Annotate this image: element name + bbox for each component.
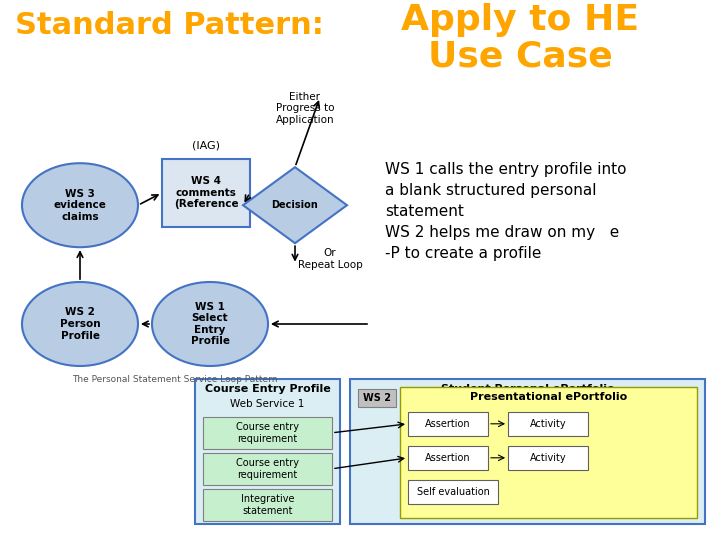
FancyBboxPatch shape — [408, 446, 488, 470]
Text: Standard Pattern:: Standard Pattern: — [15, 11, 324, 40]
FancyBboxPatch shape — [400, 387, 697, 518]
Text: Assertion: Assertion — [426, 453, 471, 463]
Text: WS 3
evidence
claims: WS 3 evidence claims — [53, 188, 107, 222]
Text: WS 1 calls the entry profile into
a blank structured personal
statement
WS 2 hel: WS 1 calls the entry profile into a blan… — [385, 162, 626, 261]
Text: Integrative
statement: Integrative statement — [240, 494, 294, 516]
FancyBboxPatch shape — [203, 453, 332, 485]
Text: Or
Repeat Loop: Or Repeat Loop — [297, 248, 362, 270]
Text: WS 2
Person
Profile: WS 2 Person Profile — [60, 307, 100, 341]
Text: Assertion: Assertion — [426, 419, 471, 429]
FancyBboxPatch shape — [350, 379, 705, 524]
Ellipse shape — [22, 163, 138, 247]
FancyBboxPatch shape — [358, 389, 396, 407]
Text: (IAG): (IAG) — [192, 141, 220, 151]
Text: Course Entry Profile: Course Entry Profile — [204, 384, 330, 394]
Polygon shape — [243, 167, 347, 243]
Text: Activity: Activity — [530, 453, 567, 463]
Ellipse shape — [22, 282, 138, 366]
Ellipse shape — [152, 282, 268, 366]
FancyBboxPatch shape — [408, 480, 498, 504]
Text: Course entry
requirement: Course entry requirement — [236, 422, 299, 443]
Text: Either
Progress to
Application: Either Progress to Application — [276, 92, 334, 125]
Text: WS 2: WS 2 — [363, 393, 391, 403]
FancyBboxPatch shape — [508, 412, 588, 436]
Text: Activity: Activity — [530, 419, 567, 429]
FancyBboxPatch shape — [203, 489, 332, 521]
Text: Web Service 1: Web Service 1 — [230, 399, 305, 409]
FancyBboxPatch shape — [508, 446, 588, 470]
Text: Apply to HE
Use Case: Apply to HE Use Case — [401, 3, 639, 73]
Text: The Personal Statement Service Loop Pattern: The Personal Statement Service Loop Patt… — [72, 375, 278, 384]
Text: Course entry
requirement: Course entry requirement — [236, 458, 299, 480]
FancyBboxPatch shape — [408, 412, 488, 436]
Text: Self evaluation: Self evaluation — [417, 487, 490, 497]
FancyBboxPatch shape — [195, 379, 340, 524]
FancyBboxPatch shape — [203, 417, 332, 449]
Text: Decision: Decision — [271, 200, 318, 210]
Text: Presentational ePortfolio: Presentational ePortfolio — [470, 392, 627, 402]
Text: WS 4
comments
(Reference: WS 4 comments (Reference — [174, 176, 238, 210]
Text: WS 1
Select
Entry
Profile: WS 1 Select Entry Profile — [191, 302, 230, 346]
FancyBboxPatch shape — [162, 159, 250, 227]
Text: Student Personal ePortfolio: Student Personal ePortfolio — [441, 384, 614, 394]
